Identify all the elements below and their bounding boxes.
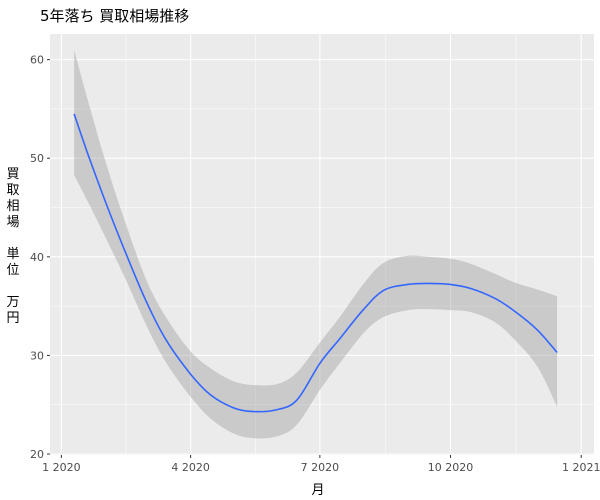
y-tick-label: 20 xyxy=(30,448,44,461)
plot-panel xyxy=(50,34,594,455)
y-tick-label: 30 xyxy=(30,349,44,362)
x-tick-label: 1 2021 xyxy=(562,461,600,474)
y-axis-title-char: 相 xyxy=(6,199,19,214)
grid-major xyxy=(50,34,594,455)
y-axis-title-char: 位 xyxy=(6,263,19,278)
y-axis-title-char: 円 xyxy=(6,311,19,326)
confidence-band xyxy=(74,49,558,439)
y-axis: 20 30 40 50 60 xyxy=(30,54,50,461)
x-tick-label: 1 2020 xyxy=(42,461,81,474)
y-tick-label: 50 xyxy=(30,152,44,165)
x-tick-label: 10 2020 xyxy=(428,461,474,474)
y-axis-title-char: 場 xyxy=(6,215,19,230)
chart-title: 5年落ち 買取相場推移 xyxy=(40,7,189,25)
x-axis-title: 月 xyxy=(311,483,324,498)
y-axis-title-char: 買 xyxy=(6,167,19,182)
x-tick-label: 4 2020 xyxy=(171,461,210,474)
grid-minor xyxy=(50,34,594,455)
y-axis-title-char: 取 xyxy=(6,183,19,198)
y-tick-label: 40 xyxy=(30,251,44,264)
trend-line xyxy=(73,113,558,413)
y-axis-title-char: 万 xyxy=(6,295,19,310)
x-axis: 1 2020 4 2020 7 2020 10 2020 1 2021 xyxy=(42,455,600,474)
y-tick-label: 60 xyxy=(30,54,44,67)
y-axis-title-char: 単 xyxy=(6,246,19,262)
x-tick-label: 7 2020 xyxy=(301,461,340,474)
